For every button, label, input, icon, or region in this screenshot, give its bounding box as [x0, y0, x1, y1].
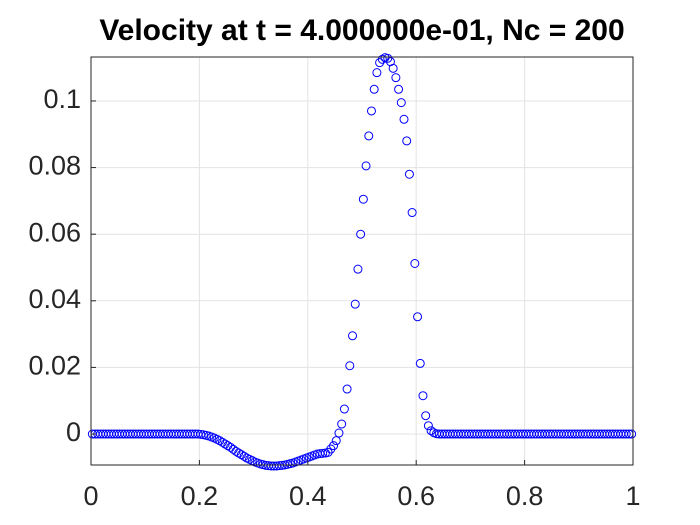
data-point — [337, 419, 347, 429]
data-point — [372, 68, 382, 78]
data-point — [621, 429, 631, 439]
data-point — [423, 421, 433, 431]
data-point — [399, 114, 409, 124]
data-point — [375, 58, 385, 68]
data-point — [342, 384, 352, 394]
x-tick-label: 0.6 — [397, 481, 435, 511]
data-point — [358, 194, 368, 204]
data-point — [404, 169, 414, 179]
data-point — [426, 426, 436, 436]
data-point — [366, 106, 376, 116]
data-point — [396, 98, 406, 108]
data-point — [369, 84, 379, 94]
data-point — [350, 299, 360, 309]
data-point — [326, 444, 336, 454]
y-tick-label: 0.06 — [28, 217, 81, 247]
x-tick-label: 0 — [83, 481, 98, 511]
plot-area — [91, 57, 633, 465]
data-point — [418, 391, 428, 401]
data-point — [356, 229, 366, 239]
x-tick-label: 0.2 — [181, 481, 219, 511]
data-point — [239, 451, 249, 461]
data-point — [377, 54, 387, 64]
data-point — [331, 436, 341, 446]
x-tick-label: 1 — [625, 481, 640, 511]
data-point — [383, 53, 393, 63]
y-tick-label: 0.04 — [28, 284, 81, 314]
data-point — [323, 447, 333, 457]
axes-box — [90, 56, 634, 466]
chart-title: Velocity at t = 4.000000e-01, Nc = 200 — [99, 14, 624, 47]
data-point — [361, 161, 371, 171]
y-tick-label: 0.02 — [28, 351, 81, 381]
data-point — [388, 63, 398, 73]
data-point — [334, 428, 344, 438]
labels: 0 0.2 0.4 0.6 0.8 1 0 0.02 0.04 0.06 0.08 0.1 — [28, 84, 640, 511]
x-tick-label: 0.8 — [506, 481, 544, 511]
data-point — [329, 441, 339, 451]
data-point — [407, 208, 417, 218]
y-tick-label: 0.1 — [43, 84, 81, 114]
data-point — [345, 361, 355, 371]
marks — [87, 53, 637, 471]
data-point — [394, 84, 404, 94]
x-tick-label: 0.4 — [289, 481, 327, 511]
data-point — [402, 136, 412, 146]
data-point — [415, 358, 425, 368]
data-point — [391, 73, 401, 83]
data-point — [318, 448, 328, 458]
data-point — [627, 429, 637, 439]
data-point — [364, 131, 374, 141]
data-point — [410, 258, 420, 268]
data-point — [353, 264, 363, 274]
y-tick-label: 0.08 — [28, 151, 81, 181]
y-tick-label: 0 — [66, 417, 81, 447]
data-point — [348, 331, 358, 341]
data-point — [421, 411, 431, 421]
data-point — [339, 404, 349, 414]
data-point — [413, 312, 423, 322]
